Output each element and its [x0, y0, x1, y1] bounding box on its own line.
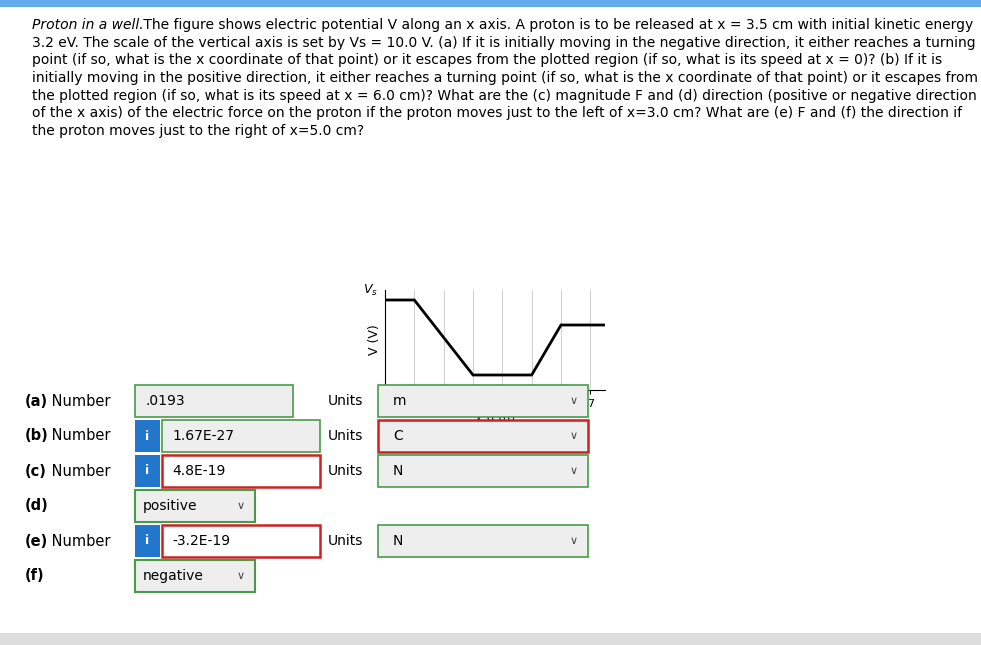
Text: Number: Number — [47, 428, 110, 444]
Text: N: N — [393, 464, 403, 478]
Text: ∨: ∨ — [237, 571, 245, 581]
Text: Number: Number — [47, 533, 110, 548]
Text: Number: Number — [47, 464, 110, 479]
Text: initially moving in the positive direction, it either reaches a turning point (i: initially moving in the positive directi… — [32, 71, 978, 85]
Text: (b): (b) — [25, 428, 49, 444]
Text: The figure shows electric potential V along an x axis. A proton is to be release: The figure shows electric potential V al… — [139, 18, 973, 32]
Text: Units: Units — [328, 464, 363, 478]
Text: ∨: ∨ — [570, 396, 578, 406]
Text: the proton moves just to the right of x=5.0 cm?: the proton moves just to the right of x=… — [32, 124, 364, 138]
Text: negative: negative — [143, 569, 204, 583]
X-axis label: x (cm): x (cm) — [475, 412, 515, 425]
Text: i: i — [145, 464, 149, 477]
Text: (e): (e) — [25, 533, 48, 548]
Text: ∨: ∨ — [570, 431, 578, 441]
Text: point (if so, what is the x coordinate of that point) or it escapes from the plo: point (if so, what is the x coordinate o… — [32, 54, 942, 67]
Text: (d): (d) — [25, 499, 49, 513]
Text: (f): (f) — [25, 568, 44, 584]
Text: 1.67E-27: 1.67E-27 — [172, 429, 234, 443]
Text: Proton in a well.: Proton in a well. — [32, 18, 143, 32]
Text: -3.2E-19: -3.2E-19 — [172, 534, 231, 548]
Text: (c): (c) — [25, 464, 47, 479]
Text: i: i — [145, 535, 149, 548]
Text: ∨: ∨ — [237, 501, 245, 511]
Text: the plotted region (if so, what is its speed at x = 6.0 cm)? What are the (c) ma: the plotted region (if so, what is its s… — [32, 89, 977, 103]
Text: (a): (a) — [25, 393, 48, 408]
Text: ∨: ∨ — [570, 466, 578, 476]
Text: Units: Units — [328, 394, 363, 408]
Text: 3.2 eV. The scale of the vertical axis is set by Vs = 10.0 V. (a) If it is initi: 3.2 eV. The scale of the vertical axis i… — [32, 35, 976, 50]
Y-axis label: V (V): V (V) — [368, 324, 381, 355]
Text: C: C — [393, 429, 403, 443]
Text: positive: positive — [143, 499, 197, 513]
Text: Number: Number — [47, 393, 110, 408]
Text: of the x axis) of the electric force on the proton if the proton moves just to t: of the x axis) of the electric force on … — [32, 106, 962, 121]
Text: Units: Units — [328, 534, 363, 548]
Text: ∨: ∨ — [570, 536, 578, 546]
Text: N: N — [393, 534, 403, 548]
Text: 4.8E-19: 4.8E-19 — [172, 464, 226, 478]
Text: $V_s$: $V_s$ — [363, 283, 378, 297]
Text: Units: Units — [328, 429, 363, 443]
Text: i: i — [145, 430, 149, 442]
Text: .0193: .0193 — [145, 394, 184, 408]
Text: m: m — [393, 394, 406, 408]
